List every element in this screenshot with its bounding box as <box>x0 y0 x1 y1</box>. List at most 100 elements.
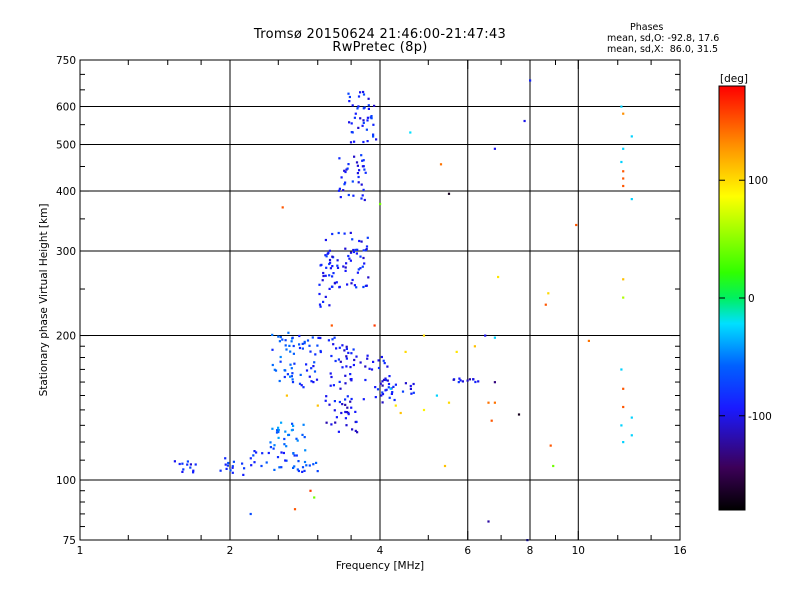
scatter-point <box>331 285 334 288</box>
scatter-point <box>340 411 343 415</box>
scatter-point <box>225 467 228 470</box>
scatter-point <box>356 107 359 110</box>
scatter-point <box>335 281 338 284</box>
scatter-point <box>340 176 343 179</box>
scatter-point <box>622 112 625 115</box>
scatter-point <box>349 259 352 262</box>
scatter-point <box>291 336 294 339</box>
scatter-point <box>331 338 334 341</box>
scatter-point <box>387 386 390 389</box>
scatter-point <box>285 348 288 351</box>
scatter-point <box>186 463 189 466</box>
scatter-point <box>279 355 282 359</box>
scatter-point <box>291 378 294 381</box>
scatter-point <box>341 366 344 369</box>
scatter-point <box>303 436 306 439</box>
scatter-point <box>374 396 377 399</box>
scatter-point <box>316 404 319 407</box>
y-axis-label: Stationary phase Virtual Height [km] <box>38 204 50 397</box>
scatter-point <box>287 331 290 334</box>
scatter-point <box>332 343 335 346</box>
scatter-point <box>458 377 461 380</box>
scatter-point <box>253 450 256 453</box>
scatter-point <box>358 169 361 172</box>
scatter-point <box>252 454 255 457</box>
scatter-point <box>301 342 304 345</box>
scatter-point <box>273 468 276 471</box>
scatter-point <box>379 202 382 206</box>
scatter-point <box>351 104 354 107</box>
scatter-point <box>362 249 365 252</box>
scatter-point <box>299 373 302 376</box>
scatter-point <box>356 271 359 274</box>
scatter-point <box>232 460 235 463</box>
scatter-point <box>630 416 633 419</box>
scatter-point <box>343 349 346 352</box>
scatter-point <box>380 355 383 359</box>
scatter-point <box>194 463 197 466</box>
scatter-point <box>325 266 328 269</box>
scatter-point <box>389 387 392 390</box>
scatter-point <box>622 296 625 299</box>
scatter-point <box>331 275 334 278</box>
scatter-point <box>355 161 359 164</box>
scatter-point <box>630 198 633 201</box>
y-tick-label: 75 <box>63 535 76 547</box>
scatter-point <box>192 469 195 472</box>
scatter-point <box>331 265 334 268</box>
scatter-point <box>349 400 352 403</box>
scatter-point <box>359 91 362 94</box>
scatter-point <box>284 430 287 433</box>
scatter-point <box>354 410 357 413</box>
scatter-point <box>284 459 287 462</box>
scatter-point <box>409 387 412 390</box>
scatter-point <box>269 441 272 444</box>
y-tick-label: 500 <box>56 140 76 152</box>
scatter-point <box>273 444 276 447</box>
scatter-point <box>361 265 364 268</box>
scatter-point <box>390 392 393 395</box>
scatter-point <box>366 354 369 357</box>
y-tick-label: 750 <box>56 55 76 67</box>
scatter-point <box>394 404 397 407</box>
scatter-point <box>349 366 352 369</box>
scatter-point <box>352 194 355 197</box>
scatter-point <box>290 429 293 432</box>
scatter-point <box>348 121 351 124</box>
x-tick-label: 10 <box>572 545 585 557</box>
scatter-point <box>330 423 333 426</box>
scatter-point <box>474 380 477 384</box>
scatter-point <box>365 128 368 131</box>
scatter-point <box>241 462 244 465</box>
scatter-point <box>362 285 365 289</box>
scatter-point <box>350 122 353 125</box>
scatter-point <box>337 430 340 433</box>
scatter-point <box>549 444 552 447</box>
x-tick-label: 16 <box>673 545 687 557</box>
scatter-point <box>361 124 364 127</box>
scatter-point <box>324 274 327 277</box>
scatter-point <box>335 416 338 419</box>
scatter-point <box>308 464 311 467</box>
scatter-point <box>278 379 281 383</box>
scatter-point <box>316 470 319 473</box>
scatter-point <box>377 359 380 362</box>
scatter-point <box>384 377 387 380</box>
scatter-point <box>357 175 360 179</box>
scatter-point <box>328 274 331 277</box>
scatter-point <box>362 121 365 124</box>
scatter-point <box>388 396 391 399</box>
scatter-point <box>306 339 310 342</box>
scatter-point <box>343 232 346 235</box>
scatter-point <box>394 383 397 386</box>
y-tick-label: 200 <box>56 331 76 343</box>
scatter-point <box>255 451 258 454</box>
scatter-point <box>330 354 333 358</box>
scatter-point <box>337 358 340 361</box>
scatter-point <box>344 181 347 184</box>
y-tick-label: 100 <box>56 475 76 487</box>
scatter-point <box>517 413 521 416</box>
scatter-point <box>447 401 451 404</box>
scatter-point <box>328 287 331 290</box>
scatter-point <box>286 373 289 376</box>
